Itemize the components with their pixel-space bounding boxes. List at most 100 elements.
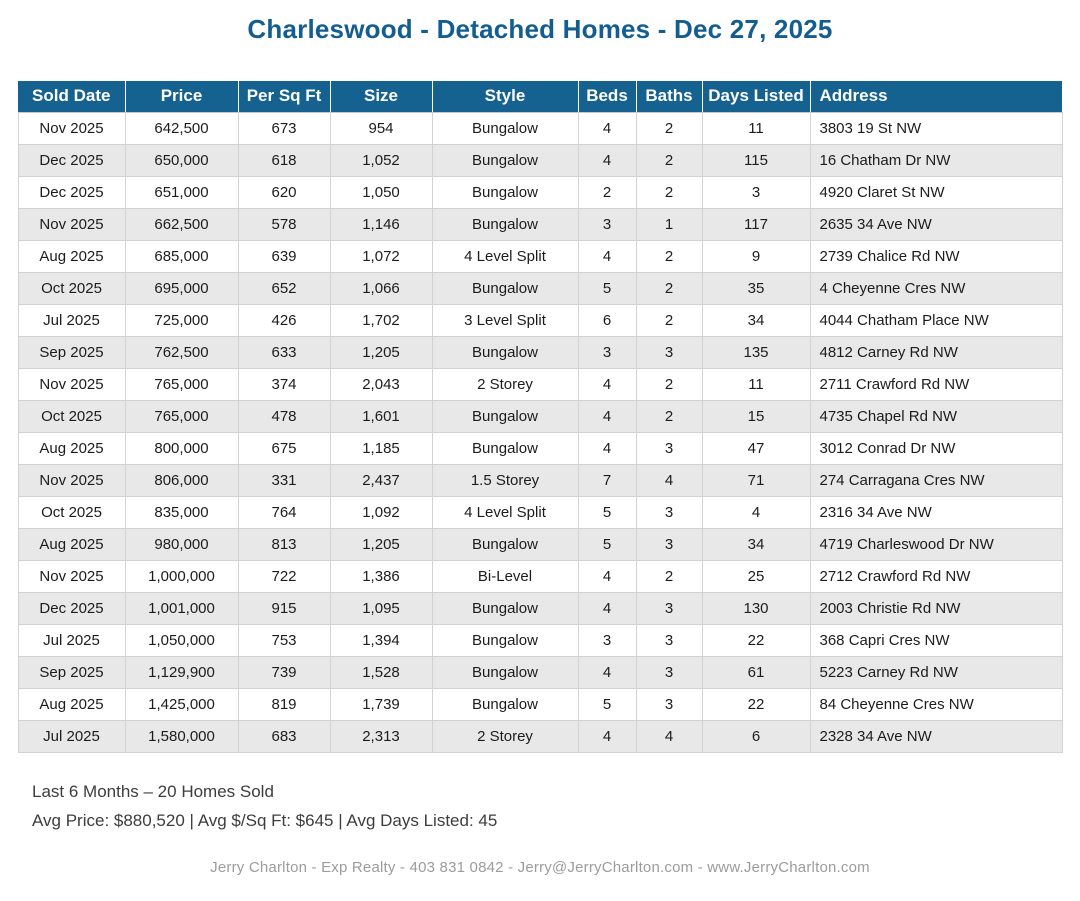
cell-sold-date: Sep 2025 [17,655,126,689]
cell-beds: 3 [577,623,637,657]
cell-beds: 7 [577,463,637,497]
cell-sold-date: Nov 2025 [17,111,126,145]
cell-price: 1,000,000 [124,559,239,593]
table-row: Oct 2025 765,000 478 1,601 Bungalow 4 2 15 4735 … [17,399,1063,433]
cell-price: 685,000 [124,239,239,273]
cell-address: 4920 Claret St NW [809,175,1063,209]
summary-homes-sold: Last 6 Months – 20 Homes Sold [32,781,274,801]
cell-beds: 4 [577,143,637,177]
table-row: Oct 2025 835,000 764 1,092 4 Level Split 5 3 4 2… [17,495,1063,529]
column-header-beds: Beds [578,81,637,113]
cell-size: 1,092 [329,495,433,529]
cell-style: Bi-Level [431,559,579,593]
cell-address: 16 Chatham Dr NW [809,143,1063,177]
cell-price: 1,001,000 [124,591,239,625]
cell-price: 1,580,000 [124,719,239,753]
cell-address: 274 Carragana Cres NW [809,463,1063,497]
cell-per-sq-ft: 722 [237,559,331,593]
cell-baths: 3 [635,335,703,369]
cell-style: 4 Level Split [431,495,579,529]
cell-style: Bungalow [431,143,579,177]
cell-beds: 4 [577,239,637,273]
cell-style: Bungalow [431,111,579,145]
cell-size: 1,394 [329,623,433,657]
cell-sold-date: Dec 2025 [17,591,126,625]
column-header-style: Style [432,81,579,113]
cell-style: 4 Level Split [431,239,579,273]
cell-per-sq-ft: 426 [237,303,331,337]
cell-sold-date: Sep 2025 [17,335,126,369]
cell-size: 1,739 [329,687,433,721]
table-row: Nov 2025 642,500 673 954 Bungalow 4 2 11 3803 19… [17,111,1063,145]
cell-style: 1.5 Storey [431,463,579,497]
cell-beds: 5 [577,495,637,529]
cell-days-listed: 117 [701,207,811,241]
column-header-size: Size [330,81,433,113]
table-row: Jul 2025 725,000 426 1,702 3 Level Split 6 2 34… [17,303,1063,337]
cell-address: 84 Cheyenne Cres NW [809,687,1063,721]
cell-style: Bungalow [431,175,579,209]
cell-per-sq-ft: 764 [237,495,331,529]
cell-address: 368 Capri Cres NW [809,623,1063,657]
table-row: Aug 2025 1,425,000 819 1,739 Bungalow 5 3 22 84 … [17,687,1063,721]
cell-days-listed: 11 [701,367,811,401]
cell-price: 662,500 [124,207,239,241]
cell-sold-date: Aug 2025 [17,239,126,273]
cell-baths: 4 [635,719,703,753]
cell-address: 4735 Chapel Rd NW [809,399,1063,433]
cell-style: Bungalow [431,591,579,625]
cell-style: Bungalow [431,527,579,561]
cell-price: 1,425,000 [124,687,239,721]
column-header-days-listed: Days Listed [702,81,811,113]
cell-beds: 3 [577,335,637,369]
cell-sold-date: Dec 2025 [17,175,126,209]
cell-baths: 2 [635,143,703,177]
cell-sold-date: Jul 2025 [17,623,126,657]
cell-address: 2739 Chalice Rd NW [809,239,1063,273]
cell-per-sq-ft: 374 [237,367,331,401]
cell-address: 2003 Christie Rd NW [809,591,1063,625]
cell-size: 2,437 [329,463,433,497]
cell-per-sq-ft: 675 [237,431,331,465]
cell-address: 4044 Chatham Place NW [809,303,1063,337]
cell-beds: 4 [577,399,637,433]
cell-days-listed: 34 [701,303,811,337]
cell-baths: 2 [635,239,703,273]
table-row: Dec 2025 651,000 620 1,050 Bungalow 2 2 3 4920 C… [17,175,1063,209]
cell-baths: 2 [635,559,703,593]
cell-per-sq-ft: 813 [237,527,331,561]
cell-sold-date: Aug 2025 [17,527,126,561]
cell-sold-date: Oct 2025 [17,399,126,433]
cell-price: 642,500 [124,111,239,145]
cell-size: 1,702 [329,303,433,337]
table-row: Nov 2025 806,000 331 2,437 1.5 Storey 7 4 71 274… [17,463,1063,497]
cell-beds: 5 [577,527,637,561]
cell-per-sq-ft: 639 [237,239,331,273]
cell-address: 2712 Crawford Rd NW [809,559,1063,593]
cell-days-listed: 25 [701,559,811,593]
cell-days-listed: 115 [701,143,811,177]
cell-style: Bungalow [431,623,579,657]
cell-price: 765,000 [124,399,239,433]
table-row: Jul 2025 1,580,000 683 2,313 2 Storey 4 4 6 2328… [17,719,1063,753]
page-title: Charleswood - Detached Homes - Dec 27, 2… [247,14,833,44]
cell-address: 4719 Charleswood Dr NW [809,527,1063,561]
cell-per-sq-ft: 915 [237,591,331,625]
cell-sold-date: Nov 2025 [17,367,126,401]
cell-address: 5223 Carney Rd NW [809,655,1063,689]
cell-per-sq-ft: 739 [237,655,331,689]
cell-style: 3 Level Split [431,303,579,337]
cell-size: 2,043 [329,367,433,401]
cell-baths: 3 [635,527,703,561]
cell-style: 2 Storey [431,367,579,401]
cell-baths: 2 [635,175,703,209]
table-header-row: Sold Date Price Per Sq Ft Size Style Beds Bath… [18,81,1062,113]
cell-price: 980,000 [124,527,239,561]
table-row: Oct 2025 695,000 652 1,066 Bungalow 5 2 35 4 Che… [17,271,1063,305]
cell-beds: 6 [577,303,637,337]
cell-days-listed: 15 [701,399,811,433]
cell-beds: 4 [577,431,637,465]
cell-price: 651,000 [124,175,239,209]
cell-style: Bungalow [431,335,579,369]
